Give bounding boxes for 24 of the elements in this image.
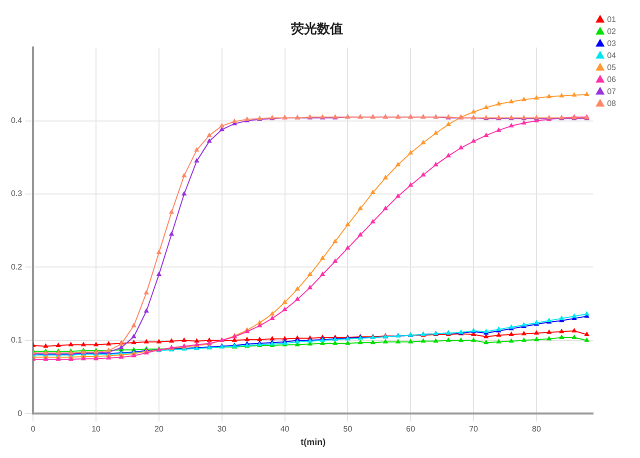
x-tick-label: 70 bbox=[469, 424, 479, 434]
x-tick-label: 20 bbox=[154, 424, 164, 434]
y-tick-label: 0 bbox=[18, 408, 23, 418]
legend-label: 01 bbox=[607, 15, 617, 24]
x-tick-label: 80 bbox=[532, 424, 542, 434]
legend-label: 06 bbox=[607, 75, 617, 84]
legend-label: 04 bbox=[607, 51, 617, 60]
y-tick-label: 0.4 bbox=[10, 116, 23, 126]
x-tick-label: 30 bbox=[217, 424, 227, 434]
chart-title: 荧光数值 bbox=[290, 22, 343, 38]
x-axis-title: t(min) bbox=[300, 437, 326, 448]
x-tick-label: 0 bbox=[30, 424, 36, 434]
x-tick-label: 10 bbox=[92, 424, 102, 434]
y-tick-label: 0.1 bbox=[10, 336, 23, 345]
x-tick-label: 40 bbox=[280, 424, 290, 434]
legend-label: 03 bbox=[607, 39, 617, 48]
x-tick-label: 60 bbox=[406, 424, 416, 434]
legend-label: 07 bbox=[607, 87, 617, 96]
y-tick-label: 0.3 bbox=[10, 189, 23, 198]
legend-label: 02 bbox=[607, 27, 617, 36]
legend-label: 05 bbox=[607, 63, 617, 72]
x-tick-label: 50 bbox=[343, 424, 353, 434]
legend-label: 08 bbox=[607, 99, 617, 108]
y-tick-label: 0.2 bbox=[10, 262, 23, 272]
